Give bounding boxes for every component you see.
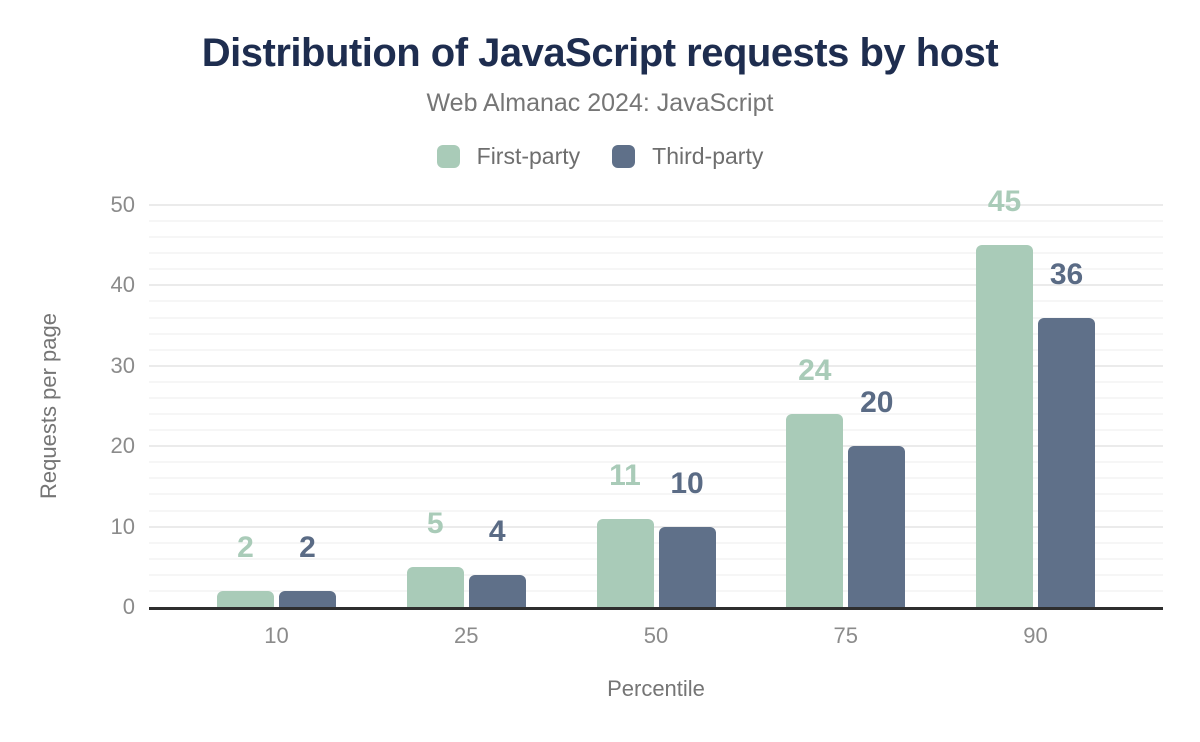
y-tick-label: 0 — [122, 594, 135, 619]
bar-value-label: 4 — [488, 515, 506, 548]
legend-label: First-party — [476, 143, 581, 169]
minor-gridline — [149, 493, 1163, 496]
minor-gridline — [149, 348, 1163, 351]
minor-gridline — [149, 236, 1163, 239]
minor-gridline — [149, 252, 1163, 255]
minor-gridline — [149, 268, 1163, 271]
major-gridline — [149, 445, 1163, 448]
minor-gridline — [149, 573, 1163, 576]
major-gridline — [149, 525, 1163, 528]
legend-item-first-party[interactable]: First-party — [436, 143, 581, 170]
y-tick-label: 30 — [110, 352, 135, 378]
bar-first-party-p90[interactable]: 45 — [976, 187, 1033, 607]
major-gridline — [149, 204, 1163, 206]
bar-value-label: 45 — [987, 185, 1022, 218]
bar-third-party-p10[interactable]: 2 — [279, 533, 336, 607]
minor-gridline — [149, 332, 1163, 335]
minor-gridline — [149, 541, 1163, 544]
x-tick-label: 90 — [1023, 623, 1048, 648]
bar-series-layer: 2 2 10 5 4 25 11 10 50 24 20 75 45 36 90 — [149, 187, 1163, 648]
bar-value-label: 2 — [299, 531, 316, 564]
x-tick-label: 25 — [454, 623, 479, 648]
minor-gridline — [149, 509, 1163, 512]
x-tick-label: 75 — [833, 623, 858, 648]
legend-item-third-party[interactable]: Third-party — [612, 143, 763, 170]
x-tick-label: 10 — [264, 623, 289, 648]
bar-first-party-p10[interactable]: 2 — [217, 533, 274, 607]
bar-group-p50: 11 10 50 — [596, 205, 716, 648]
bar-first-party-p50[interactable]: 11 — [596, 461, 654, 607]
minor-gridline — [149, 300, 1163, 303]
minor-gridline — [149, 557, 1163, 560]
chart-subtitle: Web Almanac 2024: JavaScript — [426, 89, 774, 117]
legend-label: Third-party — [652, 143, 764, 169]
bar-third-party-p75[interactable]: 20 — [848, 388, 906, 607]
y-tick-label: 50 — [110, 192, 135, 217]
minor-gridline — [149, 413, 1163, 416]
minor-gridline — [149, 220, 1163, 223]
bar-group-p25: 5 4 25 — [406, 205, 526, 648]
minor-gridline — [149, 396, 1163, 399]
minor-gridline — [149, 380, 1163, 383]
y-tick-label: 20 — [110, 433, 135, 459]
minor-gridline — [149, 316, 1163, 319]
bar-group-p90: 45 36 90 — [976, 187, 1095, 648]
legend: First-party Third-party — [0, 143, 1200, 170]
minor-gridline — [149, 477, 1163, 480]
y-axis: 0 10 20 30 40 50 — [0, 192, 135, 619]
legend-swatch-icon — [436, 145, 460, 168]
minor-gridline — [149, 461, 1163, 464]
x-axis-title: Percentile — [607, 676, 705, 701]
major-gridline — [149, 284, 1163, 287]
x-tick-label: 50 — [643, 623, 669, 648]
y-tick-label: 40 — [110, 272, 135, 298]
bar-value-label: 10 — [670, 467, 704, 500]
minor-gridline — [149, 429, 1163, 432]
bar-value-label: 24 — [798, 354, 832, 387]
bar-first-party-p75[interactable]: 24 — [786, 356, 844, 607]
chart-title: Distribution of JavaScript requests by h… — [201, 31, 999, 75]
bar-first-party-p25[interactable]: 5 — [406, 509, 464, 607]
minor-gridline — [149, 589, 1163, 592]
bar-group-p10: 2 2 10 — [217, 205, 336, 648]
legend-swatch-icon — [612, 145, 636, 168]
bar-value-label: 20 — [860, 386, 894, 419]
bar-value-label: 5 — [426, 507, 444, 540]
bar-third-party-p50[interactable]: 10 — [658, 469, 716, 607]
bar-value-label: 2 — [237, 531, 254, 564]
bar-value-label: 36 — [1049, 258, 1084, 291]
bar-third-party-p25[interactable]: 4 — [468, 517, 526, 607]
plot-area: 2 2 10 5 4 25 11 10 50 24 20 75 45 36 90 — [149, 187, 1163, 648]
y-tick-label: 10 — [110, 513, 135, 539]
major-gridline — [149, 364, 1163, 367]
bar-value-label: 11 — [609, 459, 641, 492]
bar-group-p75: 24 20 75 — [786, 205, 906, 648]
bar-third-party-p90[interactable]: 36 — [1038, 260, 1095, 607]
